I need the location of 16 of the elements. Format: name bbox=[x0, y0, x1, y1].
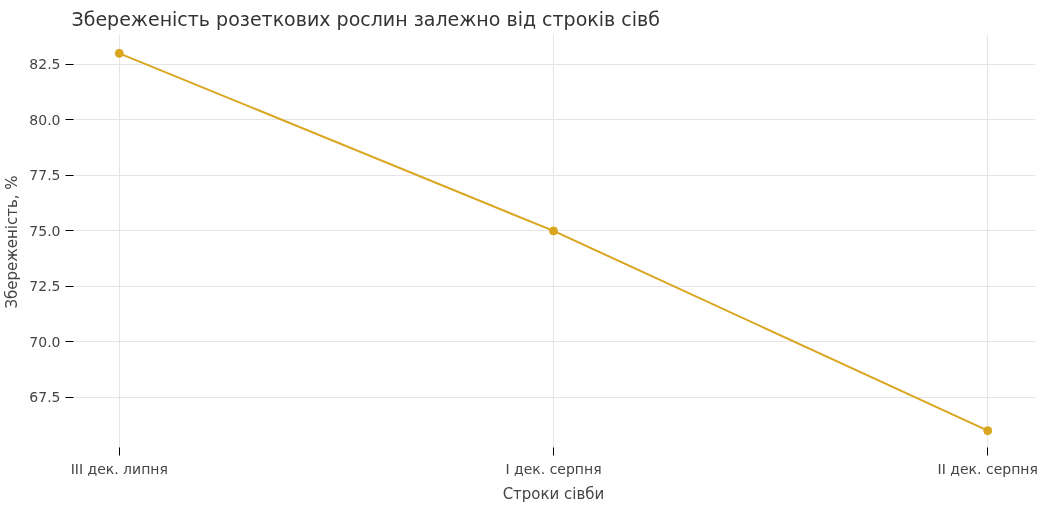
y-axis-title: Збереженість, % bbox=[3, 175, 22, 309]
point bbox=[549, 226, 558, 236]
point bbox=[983, 426, 993, 436]
chart-title: Збереженість розеткових рослин залежно від строків сівб bbox=[71, 7, 660, 30]
point bbox=[114, 48, 124, 58]
x-tick-label: II дек. серпня bbox=[937, 460, 1038, 477]
x-tick-label: I дек. серпня bbox=[505, 460, 602, 477]
y-tick-label: 70.0 bbox=[29, 333, 61, 350]
y-tick-label: 77.5 bbox=[29, 167, 61, 184]
x-tick-label: III дек. липня bbox=[70, 460, 168, 477]
y-tick-label: 72.5 bbox=[29, 278, 61, 295]
y-tick-label: 80.0 bbox=[29, 111, 61, 128]
y-tick-label: 75.0 bbox=[29, 222, 61, 239]
y-tick-label: 82.5 bbox=[29, 56, 61, 73]
x-axis-title: Строки сівби bbox=[502, 484, 605, 503]
y-tick-label: 67.5 bbox=[29, 389, 61, 406]
